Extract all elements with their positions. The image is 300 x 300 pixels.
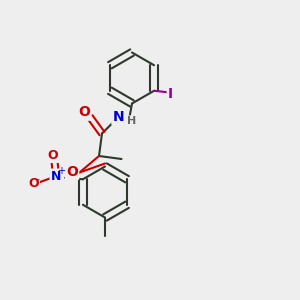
Text: I: I [168, 87, 173, 101]
Text: O: O [48, 149, 58, 162]
Text: O: O [28, 177, 39, 190]
Text: O: O [78, 106, 90, 119]
Text: +: + [57, 166, 65, 176]
Text: N: N [51, 170, 61, 183]
Text: H: H [128, 116, 136, 127]
Text: N: N [113, 110, 124, 124]
Text: -: - [35, 174, 39, 184]
Text: O: O [66, 165, 78, 178]
